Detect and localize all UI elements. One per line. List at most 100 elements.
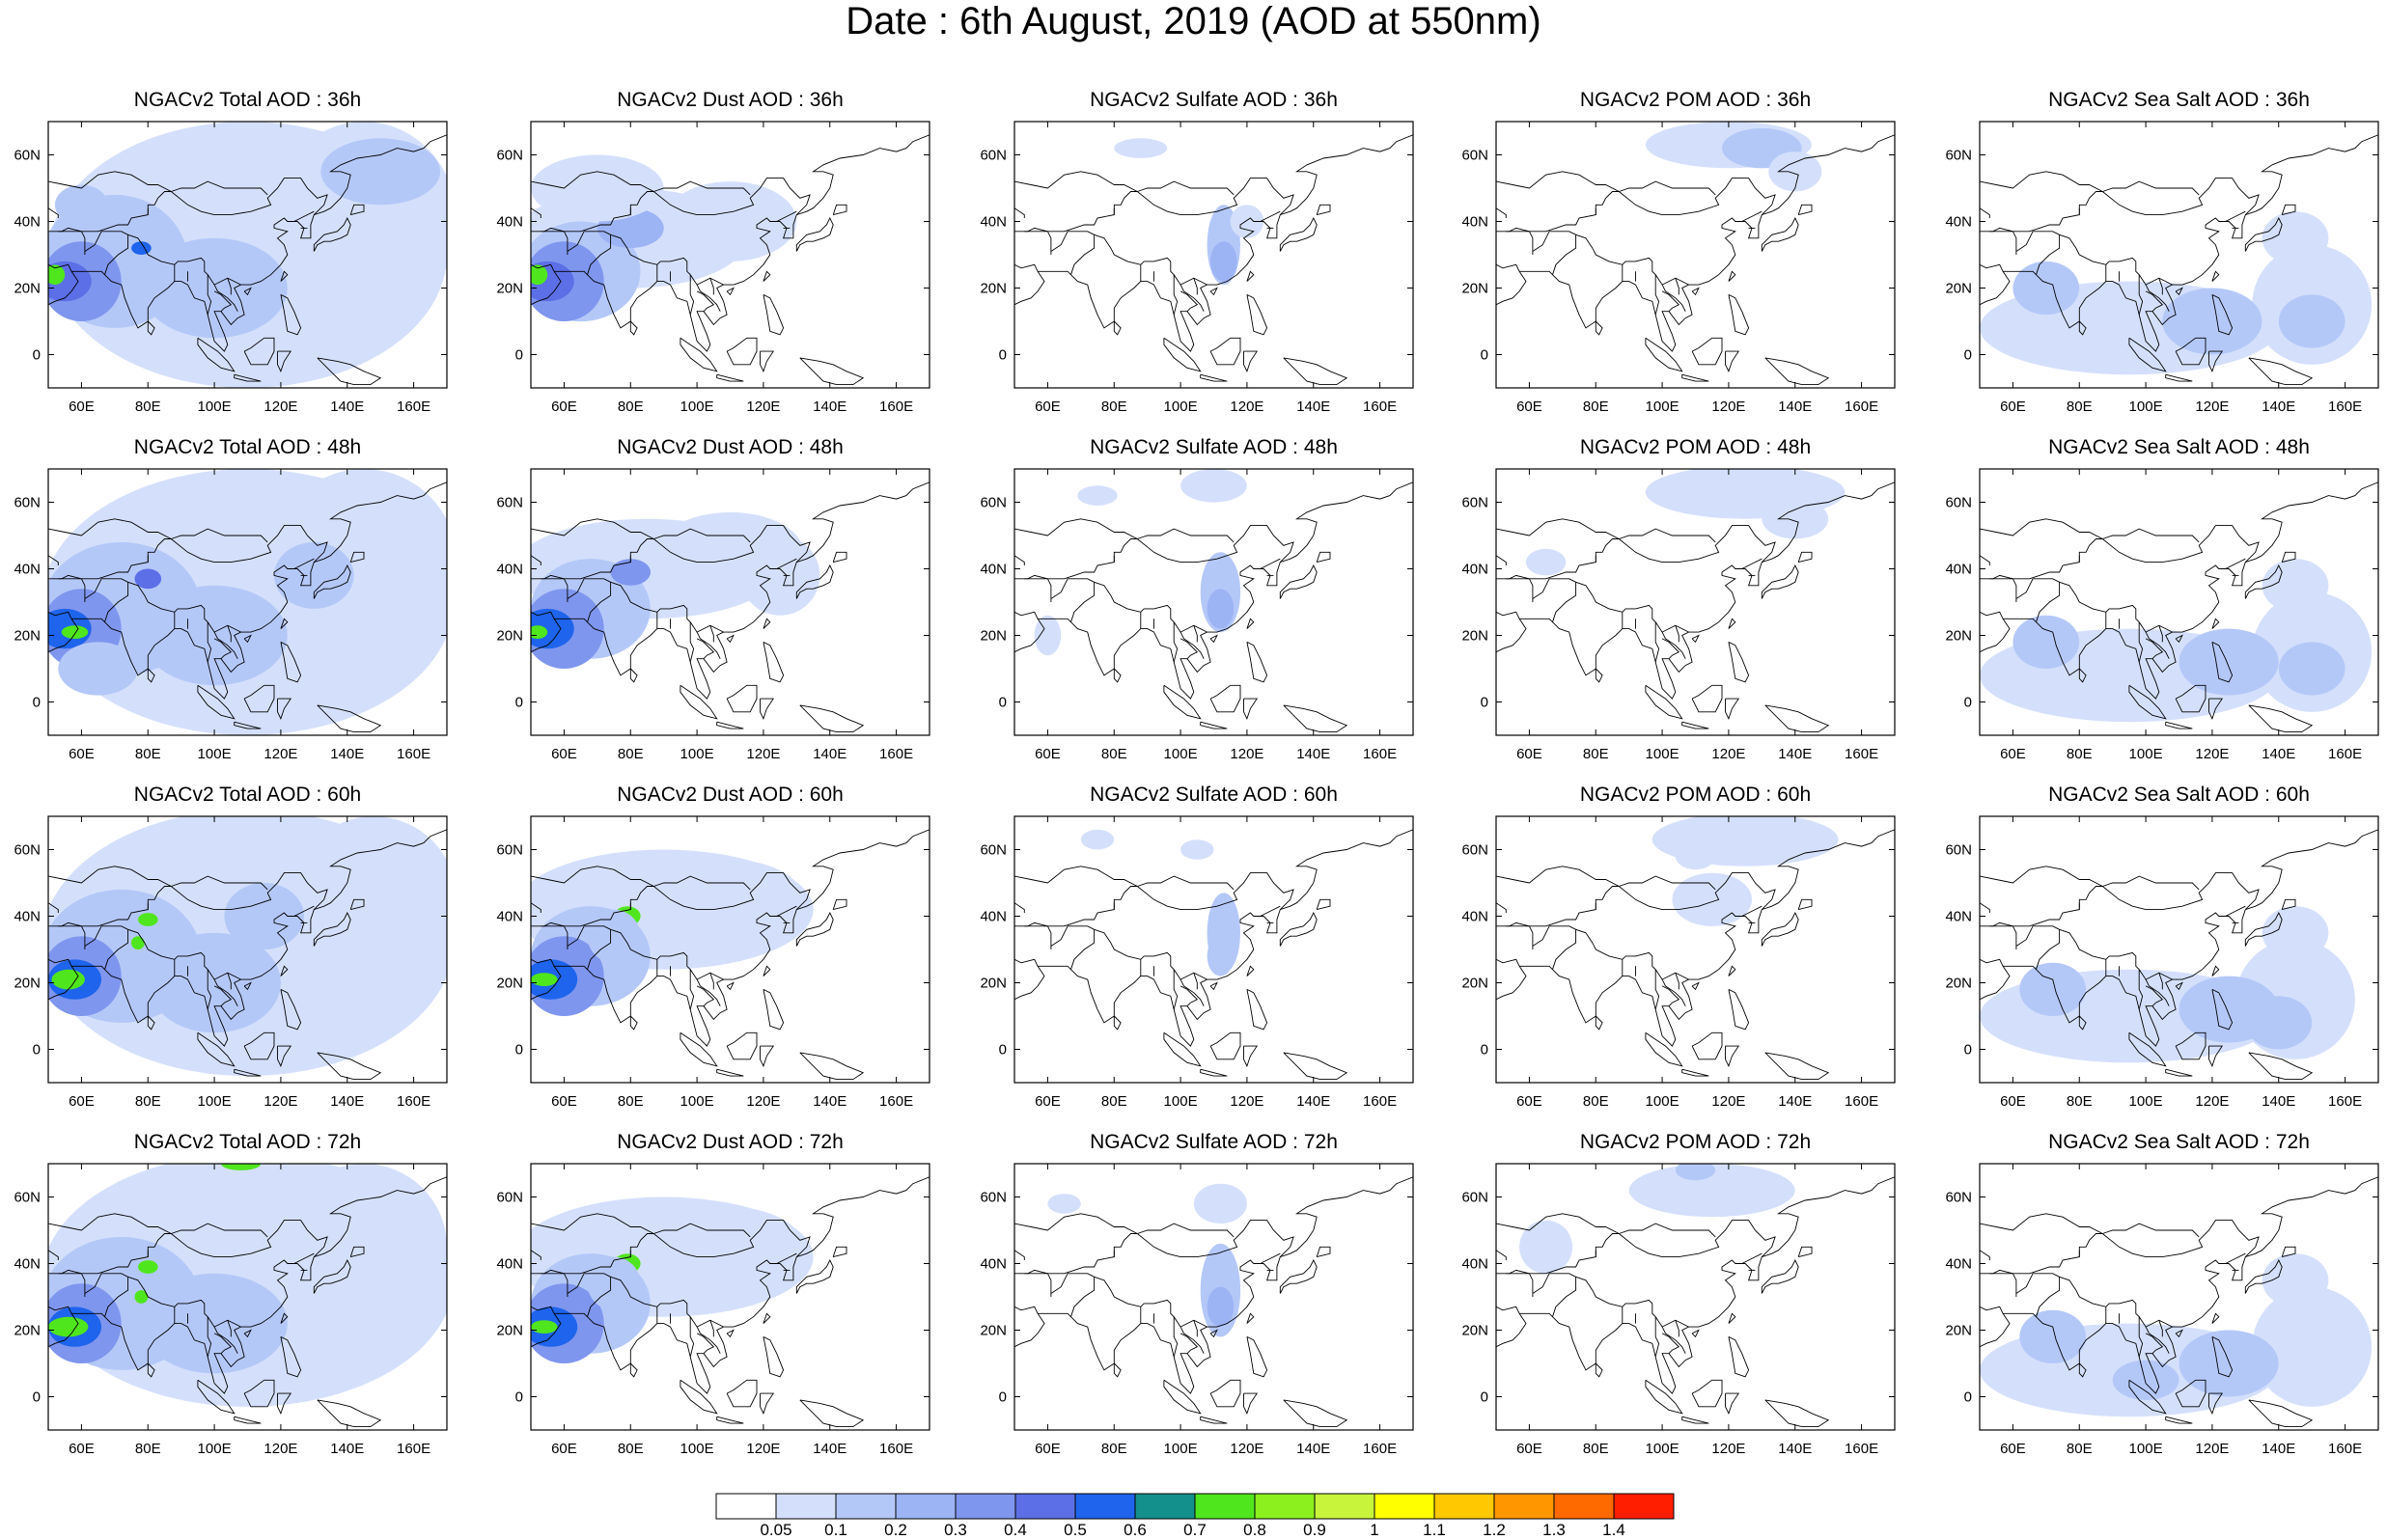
lat-tick-label: 20N [1945, 628, 1972, 645]
lat-tick-label: 60N [1461, 1190, 1488, 1206]
lon-tick-label: 100E [2129, 1093, 2163, 1110]
aod-region [138, 913, 158, 926]
lat-tick-label: 60N [496, 495, 523, 511]
aod-field [1525, 469, 1846, 576]
colorbar-label: 0.6 [1124, 1521, 1147, 1539]
lon-tick-label: 160E [1363, 1441, 1397, 1457]
lat-tick-label: 0 [999, 347, 1007, 364]
map-dust-60h: 60E 80E 100E 120E 140E 160E 60N 40N 20N 0 [496, 815, 930, 1110]
aod-region [1768, 151, 1822, 192]
lat-tick-label: 0 [33, 1042, 41, 1059]
lon-tick-label: 100E [2129, 399, 2163, 415]
lat-tick-label: 20N [496, 976, 523, 992]
lat-tick-label: 40N [1945, 214, 1972, 231]
colorbar-label: 0.3 [944, 1521, 967, 1539]
lon-tick-label: 100E [198, 746, 232, 762]
panel-title: NGACv2 Total AOD : 60h [133, 784, 362, 806]
lat-tick-label: 0 [1964, 347, 1972, 364]
aod-region [54, 184, 108, 225]
lon-tick-label: 160E [1845, 1093, 1878, 1110]
lon-tick-label: 160E [1363, 399, 1397, 415]
lon-tick-label: 60E [2000, 399, 2026, 415]
lat-tick-label: 20N [1945, 281, 1972, 297]
lon-tick-label: 80E [2067, 746, 2093, 762]
colorbar-label: 1.4 [1602, 1521, 1625, 1539]
aod-region [2162, 288, 2262, 355]
panel-title: NGACv2 Sulfate AOD : 72h [1090, 1131, 1338, 1153]
lon-tick-label: 140E [813, 746, 847, 762]
map-sulfate-48h: 60E 80E 100E 120E 140E 160E 60N 40N 20N 0 [980, 468, 1414, 762]
lon-tick-label: 120E [264, 746, 297, 762]
lon-tick-label: 60E [1035, 746, 1061, 762]
map-sulfate-60h: 60E 80E 100E 120E 140E 160E 60N 40N 20N 0 [980, 815, 1414, 1110]
map-frame [47, 468, 448, 736]
lat-tick-label: 60N [14, 1190, 41, 1206]
panel-title: NGACv2 POM AOD : 48h [1579, 436, 1812, 458]
lat-tick-label: 0 [515, 1042, 523, 1059]
lon-tick-label: 60E [1035, 1093, 1061, 1110]
aod-region [58, 642, 138, 696]
map-frame [530, 815, 930, 1084]
lat-tick-label: 0 [33, 1389, 41, 1406]
map-frame [1013, 121, 1414, 389]
coastlines [531, 1176, 930, 1430]
lat-tick-label: 40N [1461, 214, 1488, 231]
lon-tick-label: 80E [135, 1441, 161, 1457]
lon-tick-label: 140E [2262, 1093, 2295, 1110]
lat-tick-label: 60N [14, 148, 41, 164]
map-frame [530, 1163, 930, 1431]
lon-tick-label: 120E [1711, 1441, 1745, 1457]
panel-title: NGACv2 Sulfate AOD : 36h [1090, 89, 1338, 111]
lon-tick-label: 140E [1778, 1441, 1812, 1457]
lon-tick-label: 140E [1296, 1093, 1330, 1110]
lat-tick-label: 40N [1461, 1256, 1488, 1273]
colorbar-label: 0.9 [1303, 1521, 1326, 1539]
panel-title: NGACv2 Dust AOD : 36h [617, 89, 844, 111]
aod-field [1980, 1253, 2373, 1417]
lat-tick-label: 0 [515, 695, 523, 711]
colorbar-label: 1.3 [1542, 1521, 1566, 1539]
lat-tick-label: 40N [980, 909, 1007, 925]
coastlines [531, 134, 930, 388]
lon-tick-label: 100E [2129, 746, 2163, 762]
aod-field [48, 816, 447, 1077]
lat-tick-label: 60N [1945, 495, 1972, 511]
lon-tick-label: 120E [1230, 746, 1263, 762]
map-sulfate-36h: 60E 80E 100E 120E 140E 160E 60N 40N 20N 0 [980, 121, 1414, 415]
lat-tick-label: 0 [1964, 1389, 1972, 1406]
lon-tick-label: 140E [813, 1093, 847, 1110]
lon-tick-label: 120E [2195, 1093, 2229, 1110]
lon-tick-label: 60E [551, 746, 577, 762]
lat-tick-label: 40N [1945, 909, 1972, 925]
lon-tick-label: 160E [2328, 399, 2362, 415]
lat-tick-label: 60N [1461, 842, 1488, 859]
lon-tick-label: 140E [813, 399, 847, 415]
coastlines [1980, 829, 2378, 1083]
aod-field [531, 1196, 814, 1363]
map-frame [1979, 815, 2379, 1084]
colorbar-swatch [715, 1493, 777, 1520]
lat-tick-label: 60N [980, 842, 1007, 859]
lat-tick-label: 40N [14, 214, 41, 231]
aod-field [1114, 138, 1264, 286]
lon-tick-label: 60E [1035, 399, 1061, 415]
panel-title: NGACv2 Dust AOD : 48h [617, 436, 844, 458]
colorbar-swatch [1014, 1493, 1076, 1520]
lon-tick-label: 160E [2328, 1093, 2362, 1110]
lon-tick-label: 140E [1296, 746, 1330, 762]
lat-tick-label: 60N [1945, 1190, 1972, 1206]
map-frame [530, 468, 930, 736]
map-frame [1013, 815, 1414, 1084]
lat-tick-label: 20N [1945, 976, 1972, 992]
aod-field [1034, 469, 1247, 656]
aod-region [656, 859, 804, 940]
lat-tick-label: 40N [14, 562, 41, 578]
lat-tick-label: 20N [1461, 281, 1488, 297]
coastlines [1496, 1176, 1895, 1430]
lat-tick-label: 40N [496, 214, 523, 231]
lon-tick-label: 80E [618, 399, 644, 415]
map-frame [1013, 1163, 1414, 1431]
lat-tick-label: 20N [980, 281, 1007, 297]
aod-field [1980, 559, 2373, 723]
map-total-48h: 60E 80E 100E 120E 140E 160E 60N 40N 20N 0 [14, 468, 448, 762]
